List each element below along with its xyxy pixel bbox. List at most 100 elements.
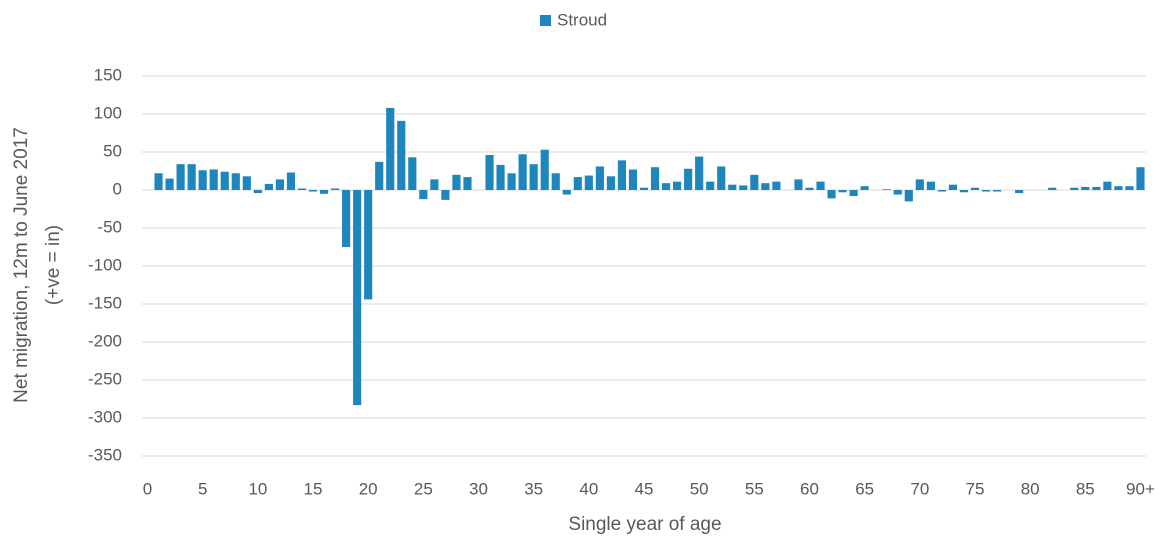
bar bbox=[606, 176, 615, 190]
x-tick-label: 45 bbox=[635, 479, 654, 498]
bar bbox=[661, 183, 671, 190]
bar bbox=[529, 164, 538, 190]
bar bbox=[253, 190, 262, 194]
bar bbox=[772, 181, 781, 190]
bar bbox=[286, 172, 296, 190]
bar bbox=[827, 190, 836, 199]
bar bbox=[1070, 187, 1079, 190]
bar bbox=[584, 175, 593, 190]
x-tick-label: 80 bbox=[1021, 479, 1040, 498]
bar bbox=[176, 164, 185, 190]
bar bbox=[540, 149, 549, 190]
bar bbox=[816, 181, 825, 190]
bar bbox=[198, 170, 207, 190]
x-tick-label: 10 bbox=[248, 479, 267, 498]
bar bbox=[264, 183, 273, 190]
legend-label: Stroud bbox=[557, 10, 607, 29]
bar bbox=[551, 173, 560, 190]
bar bbox=[981, 190, 991, 192]
bar bbox=[419, 190, 428, 200]
bar bbox=[1081, 186, 1090, 190]
bar bbox=[330, 188, 340, 190]
bar bbox=[342, 190, 351, 247]
x-tick-label: 40 bbox=[579, 479, 598, 498]
bar bbox=[849, 190, 858, 197]
bar bbox=[750, 174, 759, 190]
bar bbox=[904, 190, 913, 202]
bar bbox=[485, 155, 494, 190]
bar bbox=[573, 177, 582, 190]
x-tick-label: 25 bbox=[414, 479, 433, 498]
legend-swatch bbox=[540, 15, 551, 26]
y-axis-title: (+ve = in) bbox=[43, 225, 64, 305]
bar bbox=[728, 184, 737, 190]
x-tick-label: 15 bbox=[304, 479, 323, 498]
bar bbox=[319, 190, 329, 194]
y-tick-label: -150 bbox=[88, 293, 122, 312]
bar bbox=[430, 179, 439, 190]
x-tick-label: 5 bbox=[198, 479, 207, 498]
x-tick-label: 75 bbox=[966, 479, 985, 498]
bar bbox=[408, 157, 417, 190]
bar bbox=[496, 164, 505, 190]
bar bbox=[209, 169, 218, 190]
bar bbox=[562, 190, 571, 195]
bar bbox=[1015, 190, 1024, 194]
bar bbox=[375, 161, 384, 190]
bar bbox=[595, 166, 604, 190]
bar bbox=[463, 177, 472, 190]
bar bbox=[794, 179, 803, 190]
bar bbox=[1136, 167, 1145, 190]
bar bbox=[628, 169, 638, 190]
bar bbox=[441, 190, 450, 200]
bar bbox=[617, 160, 627, 190]
bar bbox=[695, 156, 704, 190]
x-tick-label: 90+ bbox=[1126, 479, 1155, 498]
bar bbox=[452, 174, 461, 190]
y-tick-label: 150 bbox=[94, 65, 122, 84]
x-tick-label: 65 bbox=[855, 479, 874, 498]
y-tick-label: 100 bbox=[94, 103, 122, 122]
y-tick-label: 50 bbox=[103, 141, 122, 160]
bar bbox=[970, 187, 980, 190]
x-tick-label: 20 bbox=[359, 479, 378, 498]
bar bbox=[650, 167, 660, 190]
bar bbox=[364, 190, 373, 300]
bar bbox=[308, 190, 318, 192]
y-tick-label: -300 bbox=[88, 407, 122, 426]
bar bbox=[639, 187, 649, 190]
bar bbox=[275, 179, 284, 190]
bar bbox=[761, 183, 770, 190]
bar bbox=[948, 184, 958, 190]
y-tick-label: -100 bbox=[88, 255, 122, 274]
bar bbox=[882, 189, 891, 190]
bar bbox=[893, 190, 902, 195]
y-tick-label: -250 bbox=[88, 369, 122, 388]
x-axis-title: Single year of age bbox=[568, 514, 721, 535]
bar bbox=[838, 190, 847, 193]
bar bbox=[1125, 186, 1134, 190]
bar bbox=[937, 190, 946, 192]
bar bbox=[739, 185, 748, 190]
x-tick-label: 50 bbox=[690, 479, 709, 498]
x-tick-label: 30 bbox=[469, 479, 488, 498]
bar bbox=[397, 120, 406, 190]
bar bbox=[992, 190, 1002, 192]
bar bbox=[1092, 186, 1101, 190]
bar bbox=[860, 186, 869, 190]
bar bbox=[673, 181, 682, 190]
y-tick-label: 0 bbox=[113, 179, 122, 198]
bar bbox=[959, 190, 969, 193]
x-tick-label: 55 bbox=[745, 479, 764, 498]
y-tick-label: -200 bbox=[88, 331, 122, 350]
x-tick-label: 0 bbox=[143, 479, 152, 498]
bar bbox=[231, 173, 240, 190]
y-axis-title: Net migration, 12m to June 2017 bbox=[11, 127, 32, 403]
bar bbox=[1103, 181, 1112, 190]
bar bbox=[805, 187, 814, 190]
bar bbox=[297, 188, 307, 190]
x-tick-label: 60 bbox=[800, 479, 819, 498]
bar bbox=[926, 181, 935, 190]
bar bbox=[154, 173, 163, 190]
